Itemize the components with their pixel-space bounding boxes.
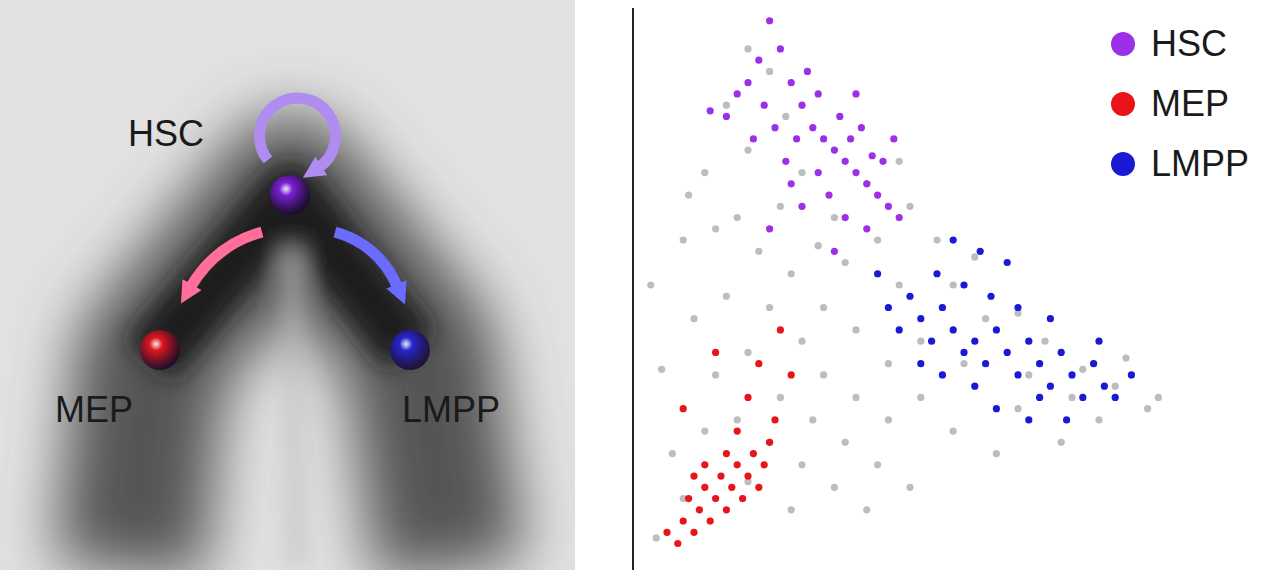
- svg-text:LMPP: LMPP: [402, 389, 500, 430]
- html-text:MEP: MEP: [1151, 83, 1229, 124]
- html-text:LMPP: LMPP: [1151, 143, 1249, 184]
- svg-text:HSC: HSC: [128, 113, 204, 154]
- html-text:HSC: HSC: [1151, 23, 1227, 64]
- svg-text:MEP: MEP: [55, 389, 133, 430]
